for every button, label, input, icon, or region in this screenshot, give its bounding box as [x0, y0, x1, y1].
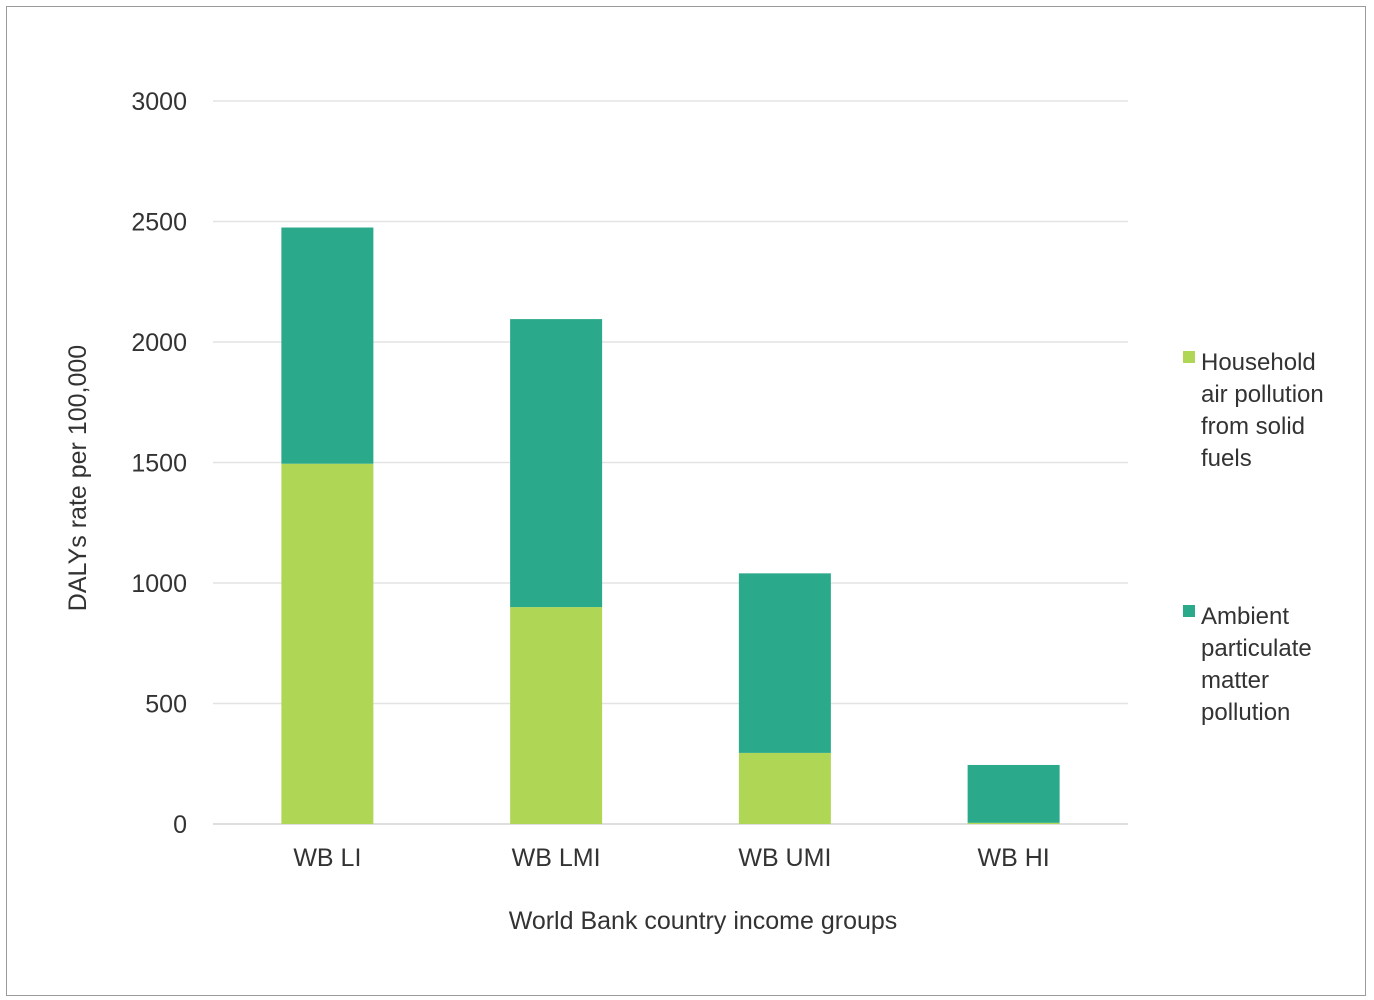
- legend-label-line: from solid: [1201, 413, 1305, 440]
- bar-wb-umi-series-1: [738, 752, 831, 824]
- bar-wb-li-series-2: [281, 227, 374, 464]
- y-tick-label-1500: 1500: [131, 450, 187, 478]
- legend-label-line: Ambient: [1201, 603, 1289, 630]
- x-tick-label-2: WB LMI: [512, 844, 601, 872]
- bar-wb-lmi-series-1: [510, 607, 603, 824]
- x-axis-ticks: WB LI WB LMI WB UMI WB HI: [293, 844, 1049, 872]
- bar-wb-hi-series-2: [967, 764, 1060, 823]
- y-tick-label-2500: 2500: [131, 209, 187, 237]
- y-tick-label-1000: 1000: [131, 570, 187, 598]
- x-tick-label-1: WB LI: [293, 844, 361, 872]
- y-axis-title: DALYs rate per 100,000: [64, 345, 92, 611]
- bar-wb-hi-series-1: [967, 822, 1060, 824]
- y-tick-label-3000: 3000: [131, 88, 187, 116]
- x-tick-label-4: WB HI: [978, 844, 1050, 872]
- bars: [281, 227, 1060, 824]
- legend-swatch-2: [1183, 605, 1195, 617]
- legend-swatch-1: [1183, 351, 1195, 363]
- legend-label-line: pollution: [1201, 699, 1290, 726]
- legend-label-1: Household air pollution from solid fuels: [1201, 349, 1324, 472]
- chart-frame: [6, 6, 1366, 996]
- legend-label-line: Household: [1201, 349, 1316, 376]
- legend-label-2: Ambient particulate matter pollution: [1201, 603, 1312, 726]
- bar-wb-lmi-series-2: [510, 319, 603, 608]
- bar-wb-li-series-1: [281, 463, 374, 824]
- y-tick-label-0: 0: [173, 811, 187, 839]
- legend: Household air pollution from solid fuels Amb…: [1183, 349, 1324, 726]
- x-axis-title: World Bank country income groups: [509, 907, 898, 935]
- legend-label-line: air pollution: [1201, 381, 1324, 408]
- y-tick-label-500: 500: [145, 691, 187, 719]
- y-tick-label-2000: 2000: [131, 329, 187, 357]
- legend-label-line: fuels: [1201, 445, 1252, 472]
- legend-label-line: matter: [1201, 667, 1269, 694]
- legend-label-line: particulate: [1201, 635, 1312, 662]
- x-tick-label-3: WB UMI: [738, 844, 831, 872]
- y-axis-ticks: 0 500 1000 1500 2000 2500 3000: [131, 88, 187, 839]
- bar-wb-umi-series-2: [738, 573, 831, 753]
